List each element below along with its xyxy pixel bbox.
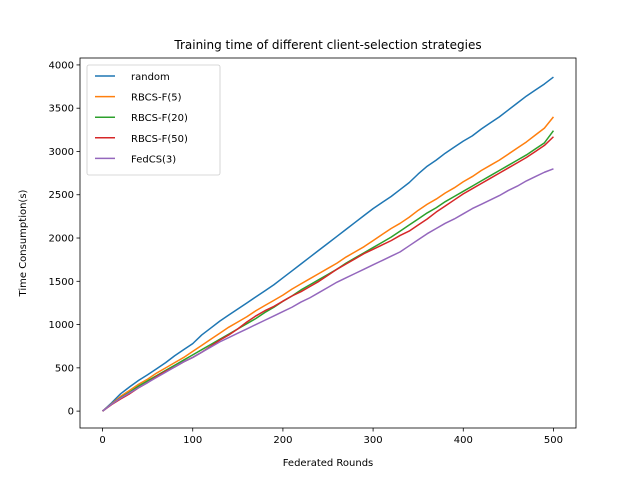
y-tick-label: 4000 [49, 60, 74, 71]
chart-title: Training time of different client-select… [173, 38, 481, 52]
x-tick-label: 100 [183, 435, 202, 446]
series-line-fedcs-3 [102, 168, 554, 412]
y-tick-label: 500 [55, 363, 74, 374]
x-tick-label: 200 [273, 435, 292, 446]
series-line-rbcs-f-5 [102, 116, 555, 412]
y-tick-label: 3500 [49, 104, 74, 115]
series-line-random [102, 76, 554, 412]
x-tick-label: 0 [99, 435, 105, 446]
x-axis-label: Federated Rounds [283, 458, 374, 469]
y-tick-label: 2500 [49, 190, 74, 201]
legend-label-random: random [131, 72, 170, 83]
plot-area-frame [79, 57, 577, 429]
y-axis: 0 500 1000 1500 2000 2500 3000 3500 4000 [49, 60, 80, 418]
x-axis: 0 100 200 300 400 500 [99, 428, 563, 446]
legend-label-fedcs-3: FedCS(3) [131, 154, 176, 165]
series-layer [102, 76, 555, 412]
y-axis-label: Time Consumption(s) [18, 189, 29, 297]
y-tick-label: 1000 [49, 320, 74, 331]
y-tick-label: 0 [68, 407, 74, 418]
x-tick-label: 500 [544, 435, 563, 446]
y-tick-label: 3000 [49, 147, 74, 158]
legend-box [86, 64, 221, 176]
legend-label-rbcs-f-50: RBCS-F(50) [131, 134, 188, 145]
legend-label-rbcs-f-5: RBCS-F(5) [131, 93, 182, 104]
x-tick-label: 400 [454, 435, 473, 446]
y-tick-label: 1500 [49, 277, 74, 288]
legend: random RBCS-F(5) RBCS-F(20) RBCS-F(50) FedCS… [86, 64, 221, 176]
x-tick-label: 300 [364, 435, 383, 446]
legend-label-rbcs-f-20: RBCS-F(20) [131, 113, 188, 124]
y-tick-label: 2000 [49, 234, 74, 245]
